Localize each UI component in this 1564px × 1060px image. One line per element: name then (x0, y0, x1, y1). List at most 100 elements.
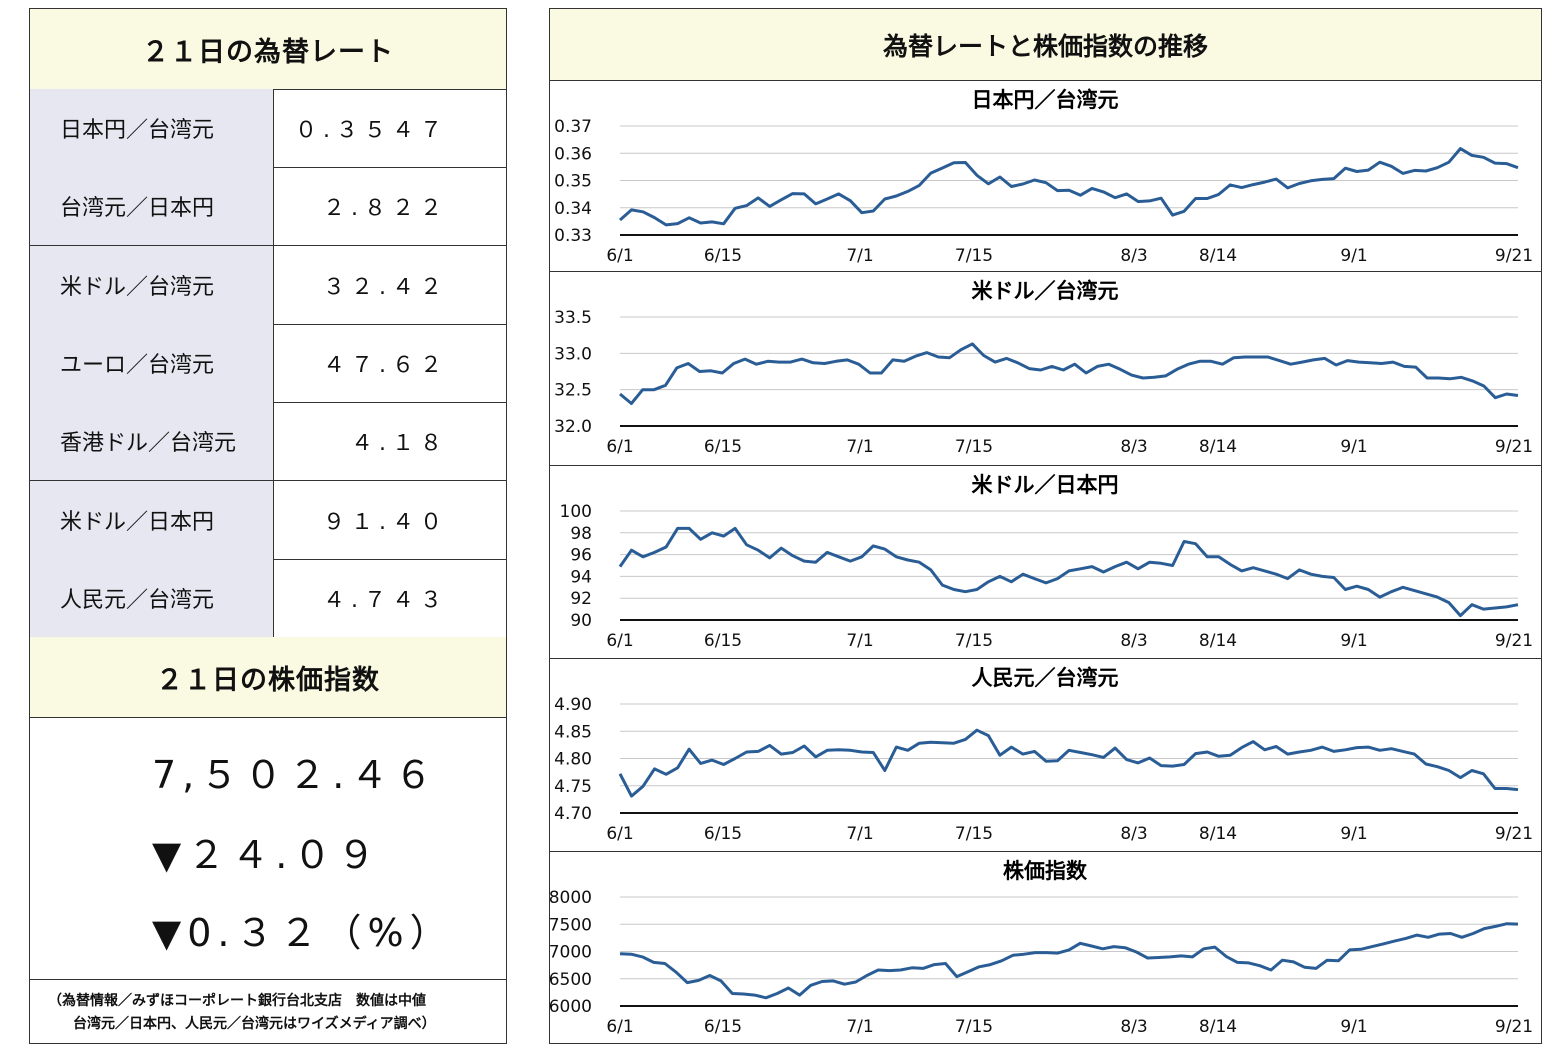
y-tick-label: 32.0 (554, 417, 592, 437)
rate-name: ユーロ／台湾元 (30, 323, 274, 402)
chart-title: 人民元／台湾元 (972, 666, 1119, 690)
y-tick-label: 94 (570, 567, 592, 587)
x-tick-label: 7/1 (846, 1017, 873, 1037)
y-tick-label: 0.33 (554, 226, 592, 246)
x-tick-label: 7/1 (846, 631, 873, 651)
x-tick-label: 7/15 (955, 437, 993, 457)
series-line (618, 526, 1519, 618)
x-tick-label: 9/1 (1340, 1017, 1367, 1037)
y-tick-label: 96 (570, 546, 592, 566)
x-tick-label: 9/1 (1340, 631, 1367, 651)
x-tick-label: 6/1 (606, 631, 633, 651)
y-tick-label: 33.5 (554, 308, 592, 328)
y-tick-label: 33.0 (554, 344, 592, 364)
x-tick-label: 8/3 (1120, 437, 1147, 457)
chart-svg: 米ドル／台湾元 32.0 32.5 33.0 33.5 6/1 6/15 7/1 7/15 8/3… (554, 279, 1533, 457)
chart-title: 日本円／台湾元 (972, 88, 1119, 112)
y-tick-label: 4.75 (554, 777, 592, 797)
stock-value: 7,５０２.４６ (152, 753, 439, 797)
y-tick-label: 7500 (550, 915, 592, 935)
y-tick-label: 90 (570, 611, 592, 631)
rate-name: 米ドル／日本円 (30, 480, 274, 559)
x-tick-label: 7/1 (846, 824, 873, 844)
y-tick-label: 6500 (550, 970, 592, 990)
x-tick-label: 8/14 (1199, 631, 1237, 651)
rate-value: ４.１８ (351, 431, 448, 457)
x-tick-label: 6/1 (606, 824, 633, 844)
y-tick-label: 92 (570, 589, 592, 609)
rate-row: ユーロ／台湾元 ４７.６２ (30, 323, 506, 403)
x-tick-label: 8/3 (1120, 824, 1147, 844)
y-tick-label: 8000 (550, 888, 592, 908)
series-line (619, 922, 1519, 1000)
chart-panel: 株価指数 6000 6500 7000 7500 8000 6/1 6/15 7/1 7/15 8/… (550, 851, 1541, 1043)
y-tick-label: 32.5 (554, 381, 592, 401)
x-tick-label: 9/1 (1340, 437, 1367, 457)
x-tick-label: 9/21 (1495, 246, 1533, 266)
rate-value: ２.８２２ (323, 196, 448, 222)
chart-panel: 日本円／台湾元 0.33 0.34 0.35 0.36 0.37 6/1 6/15 7/1 7/1… (550, 80, 1541, 272)
series-line (618, 728, 1519, 798)
y-tick-label: 0.34 (554, 199, 592, 219)
rate-row: 米ドル／日本円 ９１.４０ (30, 480, 506, 560)
rates-title: ２１日の為替レート (30, 9, 506, 90)
rate-row: 日本円／台湾元 ０.３５４７ (30, 89, 506, 168)
series-line (619, 342, 1519, 405)
x-tick-label: 7/15 (955, 246, 993, 266)
rate-row: 台湾元／日本円 ２.８２２ (30, 167, 506, 247)
x-tick-label: 8/14 (1199, 246, 1237, 266)
x-tick-label: 8/3 (1120, 246, 1147, 266)
y-tick-label: 0.36 (554, 144, 592, 164)
y-tick-label: 100 (560, 502, 592, 522)
rate-row: 米ドル／台湾元 ３２.４２ (30, 245, 506, 325)
y-tick-label: 4.80 (554, 750, 592, 770)
x-tick-label: 6/1 (606, 1017, 633, 1037)
source-note: （為替情報／みずほコーポレート銀行台北支店 数値は中値 台湾元／日本円、人民元／… (30, 979, 506, 1036)
rate-row: 人民元／台湾元 ４.７４３ (30, 558, 506, 638)
rate-name: 日本円／台湾元 (30, 89, 274, 167)
x-tick-label: 6/15 (704, 631, 742, 651)
rate-value: ４７.６２ (323, 352, 448, 378)
chart-title: 株価指数 (1003, 859, 1088, 883)
rate-value: ０.３５４７ (295, 118, 448, 143)
x-tick-label: 6/15 (704, 246, 742, 266)
x-tick-label: 9/1 (1340, 824, 1367, 844)
x-tick-label: 8/14 (1199, 437, 1237, 457)
x-tick-label: 7/15 (955, 1017, 993, 1037)
x-tick-label: 7/15 (955, 631, 993, 651)
x-tick-label: 8/14 (1199, 824, 1237, 844)
chart-panel: 米ドル／台湾元 32.0 32.5 33.0 33.5 6/1 6/15 7/1 7/15 8/3… (550, 271, 1541, 466)
y-tick-label: 4.90 (554, 695, 592, 715)
x-tick-label: 7/15 (955, 824, 993, 844)
x-tick-label: 9/21 (1495, 437, 1533, 457)
rate-name: 台湾元／日本円 (30, 167, 274, 246)
x-tick-label: 8/3 (1120, 631, 1147, 651)
rate-value: ４.７４３ (323, 587, 448, 613)
rate-name: 香港ドル／台湾元 (30, 402, 274, 481)
x-tick-label: 6/15 (704, 437, 742, 457)
x-tick-label: 6/15 (704, 1017, 742, 1037)
chart-panel: 人民元／台湾元 4.70 4.75 4.80 4.85 4.90 6/1 6/15 7/1 7/1… (550, 658, 1541, 852)
y-tick-label: 98 (570, 524, 592, 544)
stock-percent: ▼0.３２（%） (152, 911, 454, 955)
chart-panel: 米ドル／日本円 90 92 94 96 98 100 6/1 6/15 7/1 7/15 8/3 8/1… (550, 465, 1541, 659)
charts-header: 為替レートと株価指数の推移 (550, 9, 1541, 81)
rate-name: 米ドル／台湾元 (30, 245, 274, 324)
rate-value: ９１.４０ (323, 509, 448, 535)
y-tick-label: 4.85 (554, 722, 592, 742)
x-tick-label: 7/1 (846, 246, 873, 266)
x-tick-label: 9/21 (1495, 631, 1533, 651)
stock-change: ▼２４.０９ (152, 833, 382, 877)
chart-svg: 人民元／台湾元 4.70 4.75 4.80 4.85 4.90 6/1 6/15 7/1 7/1… (554, 666, 1533, 844)
y-tick-label: 0.35 (554, 172, 592, 192)
y-tick-label: 7000 (550, 943, 592, 963)
x-tick-label: 7/1 (846, 437, 873, 457)
rate-row: 香港ドル／台湾元 ４.１８ (30, 402, 506, 482)
rates-table: ２１日の為替レート 日本円／台湾元 ０.３５４７ 台湾元／日本円 ２.８２２ 米ドル／台… (29, 8, 507, 1044)
x-tick-label: 8/3 (1120, 1017, 1147, 1037)
chart-title: 米ドル／日本円 (972, 473, 1119, 497)
x-tick-label: 8/14 (1199, 1017, 1237, 1037)
x-tick-label: 9/21 (1495, 824, 1533, 844)
chart-title: 米ドル／台湾元 (972, 279, 1119, 303)
